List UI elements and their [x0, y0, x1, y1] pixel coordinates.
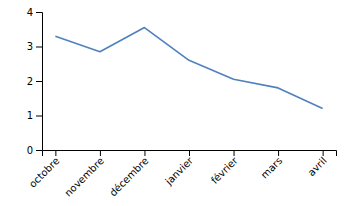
tick-label: février [209, 154, 241, 186]
y-axis: 0 1 2 3 4 [27, 7, 43, 156]
tick: octobre [27, 150, 62, 190]
tick-label: avril [306, 155, 329, 178]
marks [55, 28, 322, 109]
tick-label: octobre [27, 155, 62, 190]
tick-label: 2 [27, 76, 33, 87]
tick: novembre [62, 150, 106, 199]
tick-mark [55, 150, 56, 156]
tick-mark [36, 81, 42, 82]
tick: février [209, 150, 241, 186]
tick-mark [234, 150, 235, 156]
tick: janvier [162, 150, 195, 188]
tick-mark [36, 150, 42, 151]
tick: 0 [27, 145, 42, 156]
tick-label: novembre [62, 155, 106, 199]
chart-svg: 0 1 2 3 4 octobrenovembredécembre janvier févri… [0, 0, 350, 206]
chart-container: 0 1 2 3 4 octobrenovembredécembre janvier févri… [0, 0, 350, 206]
tick: 4 [27, 7, 42, 18]
tick-mark [36, 12, 42, 13]
tick-label: décembre [107, 155, 150, 198]
tick-mark [323, 150, 324, 156]
axis-line [43, 151, 337, 157]
tick: avril [306, 150, 329, 178]
tick-mark [36, 116, 42, 117]
tick: mars [259, 150, 285, 181]
plot-area: 0 1 2 3 4 octobrenovembredécembre janvier févri… [27, 7, 337, 199]
tick: 1 [27, 110, 42, 121]
tick-label: 1 [27, 110, 33, 121]
tick-mark [36, 47, 42, 48]
tick-label: mars [259, 155, 285, 181]
tick-mark [278, 150, 279, 156]
axis-line [36, 13, 43, 151]
tick-label: janvier [162, 154, 195, 187]
tick: 3 [27, 41, 42, 52]
tick-label: 0 [27, 145, 33, 156]
tick: 2 [27, 76, 42, 87]
tick-label: 3 [27, 41, 33, 52]
tick-mark [100, 150, 101, 156]
line [55, 28, 322, 109]
tick: décembre [107, 150, 150, 198]
tick-mark [144, 150, 145, 156]
x-axis: octobrenovembredécembre janvier février mar… [27, 150, 337, 199]
tick-mark [189, 150, 190, 156]
tick-label: 4 [27, 7, 33, 18]
